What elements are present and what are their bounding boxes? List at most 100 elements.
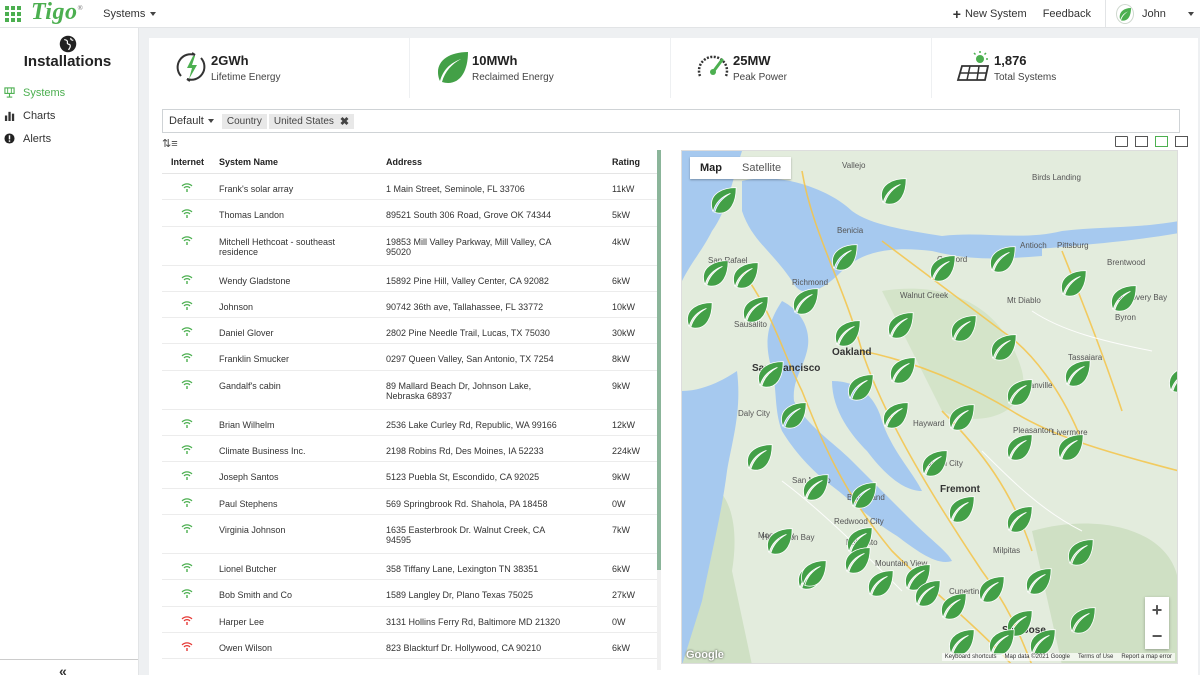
filter-preset-dropdown[interactable]: Default [169, 115, 214, 127]
leaf-marker-icon[interactable] [880, 401, 910, 429]
system-name[interactable]: Virginia Johnson [219, 524, 286, 535]
leaf-marker-icon[interactable] [946, 628, 976, 656]
map[interactable]: San FranciscoOaklandSan JoseFremontValle… [681, 150, 1178, 664]
list-view-icon[interactable] [1135, 136, 1148, 147]
column-header-address[interactable]: Address [386, 157, 423, 167]
leaf-marker-icon[interactable] [865, 569, 895, 597]
table-row[interactable]: Frank's solar array 1 Main Street, Semino… [162, 174, 661, 201]
remove-filter-icon[interactable]: ✖ [339, 115, 350, 128]
leaf-marker-icon[interactable] [919, 449, 949, 477]
table-row[interactable]: Franklin Smucker 0297 Queen Valley, San A… [162, 344, 661, 371]
leaf-marker-icon[interactable] [740, 295, 770, 323]
system-name[interactable]: Thomas Landon [219, 210, 285, 221]
system-name[interactable]: Daniel Glover [219, 328, 274, 339]
sidebar-item-alerts[interactable]: Alerts [4, 127, 65, 150]
leaf-marker-icon[interactable] [885, 311, 915, 339]
system-name[interactable]: Johnson [219, 301, 254, 312]
leaf-marker-icon[interactable] [778, 401, 808, 429]
leaf-marker-icon[interactable] [708, 186, 738, 214]
system-name[interactable]: Joseph Santos [219, 472, 279, 483]
apps-grid-icon[interactable] [5, 5, 21, 22]
sort-icon[interactable]: ⇅≡ [162, 138, 178, 150]
column-header-name[interactable]: System Name [219, 157, 279, 167]
column-header-internet[interactable]: Internet [171, 157, 205, 167]
leaf-marker-icon[interactable] [842, 546, 872, 574]
system-name[interactable]: Brian Wilhelm [219, 419, 275, 430]
split-view-icon[interactable] [1155, 136, 1168, 147]
leaf-marker-icon[interactable] [1055, 433, 1085, 461]
leaf-marker-icon[interactable] [878, 177, 908, 205]
terms-link[interactable]: Terms of Use [1077, 654, 1114, 660]
leaf-marker-icon[interactable] [700, 259, 730, 287]
leaf-marker-icon[interactable] [938, 592, 968, 620]
leaf-marker-icon[interactable] [1062, 359, 1092, 387]
table-row[interactable]: Bob Smith and Co 1589 Langley Dr, Plano T… [162, 580, 661, 607]
leaf-marker-icon[interactable] [946, 495, 976, 523]
system-name[interactable]: Lionel Butcher [219, 563, 277, 574]
system-name[interactable]: Gandalf's cabin [219, 380, 281, 391]
leaf-marker-icon[interactable] [986, 628, 1016, 656]
leaf-marker-icon[interactable] [912, 579, 942, 607]
leaf-marker-icon[interactable] [1004, 378, 1034, 406]
report-error-link[interactable]: Report a map error [1121, 654, 1172, 660]
leaf-marker-icon[interactable] [988, 333, 1018, 361]
monitor-view-icon[interactable] [1115, 136, 1128, 147]
sidebar-item-systems[interactable]: Systems [4, 81, 65, 104]
leaf-marker-icon[interactable] [987, 245, 1017, 273]
table-row[interactable]: Harper Lee 3131 Hollins Ferry Rd, Baltimo… [162, 607, 661, 633]
keyboard-shortcuts-link[interactable]: Keyboard shortcuts [944, 654, 997, 660]
leaf-marker-icon[interactable] [832, 319, 862, 347]
leaf-marker-icon[interactable] [976, 575, 1006, 603]
table-row[interactable]: Johnson 90742 36th ave, Tallahassee, FL 3… [162, 292, 661, 319]
leaf-marker-icon[interactable] [1067, 606, 1097, 634]
system-name[interactable]: Climate Business Inc. [219, 446, 306, 457]
leaf-marker-icon[interactable] [1004, 433, 1034, 461]
leaf-marker-icon[interactable] [684, 301, 714, 329]
leaf-marker-icon[interactable] [1023, 567, 1053, 595]
leaf-marker-icon[interactable] [1108, 284, 1138, 312]
table-row[interactable]: Lionel Butcher 358 Tiffany Lane, Lexingto… [162, 554, 661, 581]
table-row[interactable]: Brian Wilhelm 2536 Lake Curley Rd, Republ… [162, 410, 661, 437]
collapse-sidebar-button[interactable]: « [59, 663, 67, 675]
table-scrollbar-thumb[interactable] [657, 150, 661, 570]
leaf-marker-icon[interactable] [1004, 505, 1034, 533]
system-name[interactable]: Paul Stephens [219, 498, 278, 509]
leaf-marker-icon[interactable] [948, 314, 978, 342]
leaf-marker-icon[interactable] [800, 473, 830, 501]
leaf-marker-icon[interactable] [1065, 538, 1095, 566]
leaf-marker-icon[interactable] [845, 373, 875, 401]
table-row[interactable]: Owen Wilson 823 Blackturf Dr. Hollywood, … [162, 633, 661, 660]
leaf-marker-icon[interactable] [798, 559, 828, 587]
table-row[interactable]: Thomas Landon 89521 South 306 Road, Grove… [162, 200, 661, 227]
user-menu[interactable]: John [1105, 0, 1200, 28]
map-canvas[interactable] [682, 151, 1178, 664]
table-row[interactable]: Paul Stephens 569 Springbrook Rd. Shahola… [162, 489, 661, 515]
map-tab-map[interactable]: Map [700, 162, 722, 174]
leaf-marker-icon[interactable] [1166, 365, 1178, 393]
leaf-marker-icon[interactable] [848, 481, 878, 509]
leaf-marker-icon[interactable] [790, 287, 820, 315]
filter-chip-value[interactable]: United States ✖ [268, 113, 355, 129]
table-row[interactable]: Joseph Santos 5123 Puebla St, Escondido, … [162, 462, 661, 489]
column-header-rating[interactable]: Rating [612, 157, 640, 167]
tigo-logo[interactable]: Tigo® [31, 0, 84, 25]
leaf-marker-icon[interactable] [1058, 269, 1088, 297]
map-view-icon[interactable] [1175, 136, 1188, 147]
filter-chip-field[interactable]: Country [221, 113, 267, 129]
leaf-marker-icon[interactable] [946, 403, 976, 431]
table-row[interactable]: Climate Business Inc. 2198 Robins Rd, Des… [162, 436, 661, 463]
leaf-marker-icon[interactable] [927, 254, 957, 282]
system-name[interactable]: Harper Lee [219, 616, 265, 627]
filter-bar[interactable]: Default Country United States ✖ [162, 109, 1180, 133]
system-name[interactable]: Frank's solar array [219, 184, 294, 194]
table-row[interactable]: Gandalf's cabin 89 Mallard Beach Dr, John… [162, 371, 661, 410]
table-row[interactable]: Mitchell Hethcoat - southeast residence 1… [162, 227, 661, 266]
sidebar-item-charts[interactable]: Charts [4, 104, 65, 127]
leaf-marker-icon[interactable] [755, 360, 785, 388]
table-row[interactable]: Daniel Glover 2802 Pine Needle Trail, Luc… [162, 318, 661, 345]
leaf-marker-icon[interactable] [730, 261, 760, 289]
system-name[interactable]: Franklin Smucker [219, 354, 290, 365]
systems-menu[interactable]: Systems [103, 8, 157, 20]
zoom-in-button[interactable]: + [1151, 599, 1163, 620]
table-row[interactable]: Virginia Johnson 1635 Easterbrook Dr. Wal… [162, 515, 661, 554]
